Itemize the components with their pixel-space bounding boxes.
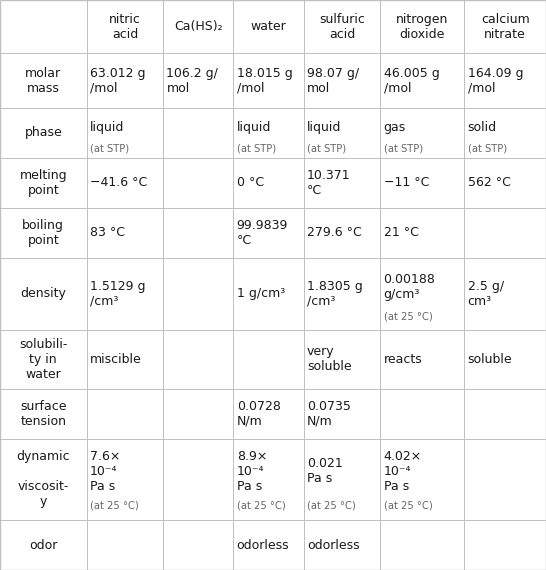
Text: surface
tension: surface tension <box>20 400 67 428</box>
Text: odor: odor <box>29 539 57 552</box>
Text: 18.015 g
/mol: 18.015 g /mol <box>237 67 293 95</box>
Text: 2.5 g/
cm³: 2.5 g/ cm³ <box>468 280 504 308</box>
Text: soluble: soluble <box>468 353 512 366</box>
Text: dynamic

viscosit-
y: dynamic viscosit- y <box>16 450 70 508</box>
Text: (at STP): (at STP) <box>307 144 346 154</box>
Text: calcium
nitrate: calcium nitrate <box>481 13 530 40</box>
Text: melting
point: melting point <box>20 169 67 197</box>
Text: 10.371
°C: 10.371 °C <box>307 169 351 197</box>
Text: 63.012 g
/mol: 63.012 g /mol <box>90 67 145 95</box>
Text: water: water <box>251 20 287 33</box>
Text: liquid: liquid <box>90 121 124 135</box>
Text: 164.09 g
/mol: 164.09 g /mol <box>468 67 523 95</box>
Text: −41.6 °C: −41.6 °C <box>90 177 147 189</box>
Text: 1.5129 g
/cm³: 1.5129 g /cm³ <box>90 280 145 308</box>
Text: boiling
point: boiling point <box>22 219 64 247</box>
Text: solid: solid <box>468 121 497 135</box>
Text: molar
mass: molar mass <box>25 67 61 95</box>
Text: (at 25 °C): (at 25 °C) <box>384 500 432 511</box>
Text: 1.8305 g
/cm³: 1.8305 g /cm³ <box>307 280 363 308</box>
Text: 4.02×
10⁻⁴
Pa s: 4.02× 10⁻⁴ Pa s <box>384 450 422 493</box>
Text: gas: gas <box>384 121 406 135</box>
Text: liquid: liquid <box>307 121 341 135</box>
Text: odorless: odorless <box>237 539 289 552</box>
Text: (at STP): (at STP) <box>384 144 423 154</box>
Text: density: density <box>20 287 66 300</box>
Text: 0.0735
N/m: 0.0735 N/m <box>307 400 351 428</box>
Text: 106.2 g/
mol: 106.2 g/ mol <box>167 67 218 95</box>
Text: Ca(HS)₂: Ca(HS)₂ <box>174 20 223 33</box>
Text: nitric
acid: nitric acid <box>109 13 141 40</box>
Text: sulfuric
acid: sulfuric acid <box>319 13 365 40</box>
Text: liquid: liquid <box>237 121 271 135</box>
Text: phase: phase <box>25 127 62 140</box>
Text: −11 °C: −11 °C <box>384 177 429 189</box>
Text: reacts: reacts <box>384 353 423 366</box>
Text: nitrogen
dioxide: nitrogen dioxide <box>396 13 449 40</box>
Text: 0.00188
g/cm³: 0.00188 g/cm³ <box>384 272 436 300</box>
Text: 98.07 g/
mol: 98.07 g/ mol <box>307 67 359 95</box>
Text: 83 °C: 83 °C <box>90 226 125 239</box>
Text: (at 25 °C): (at 25 °C) <box>384 312 432 321</box>
Text: (at STP): (at STP) <box>468 144 507 154</box>
Text: odorless: odorless <box>307 539 360 552</box>
Text: (at STP): (at STP) <box>237 144 276 154</box>
Text: 99.9839
°C: 99.9839 °C <box>237 219 288 247</box>
Text: 0.021
Pa s: 0.021 Pa s <box>307 457 343 486</box>
Text: 562 °C: 562 °C <box>468 177 511 189</box>
Text: 279.6 °C: 279.6 °C <box>307 226 362 239</box>
Text: 7.6×
10⁻⁴
Pa s: 7.6× 10⁻⁴ Pa s <box>90 450 120 493</box>
Text: (at 25 °C): (at 25 °C) <box>237 500 286 511</box>
Text: 0.0728
N/m: 0.0728 N/m <box>237 400 281 428</box>
Text: very
soluble: very soluble <box>307 345 352 373</box>
Text: 46.005 g
/mol: 46.005 g /mol <box>384 67 440 95</box>
Text: (at 25 °C): (at 25 °C) <box>307 500 356 511</box>
Text: 0 °C: 0 °C <box>237 177 264 189</box>
Text: miscible: miscible <box>90 353 141 366</box>
Text: (at 25 °C): (at 25 °C) <box>90 500 139 511</box>
Text: 21 °C: 21 °C <box>384 226 418 239</box>
Text: 1 g/cm³: 1 g/cm³ <box>237 287 285 300</box>
Text: 8.9×
10⁻⁴
Pa s: 8.9× 10⁻⁴ Pa s <box>237 450 267 493</box>
Text: solubili-
ty in
water: solubili- ty in water <box>19 338 68 381</box>
Text: (at STP): (at STP) <box>90 144 129 154</box>
